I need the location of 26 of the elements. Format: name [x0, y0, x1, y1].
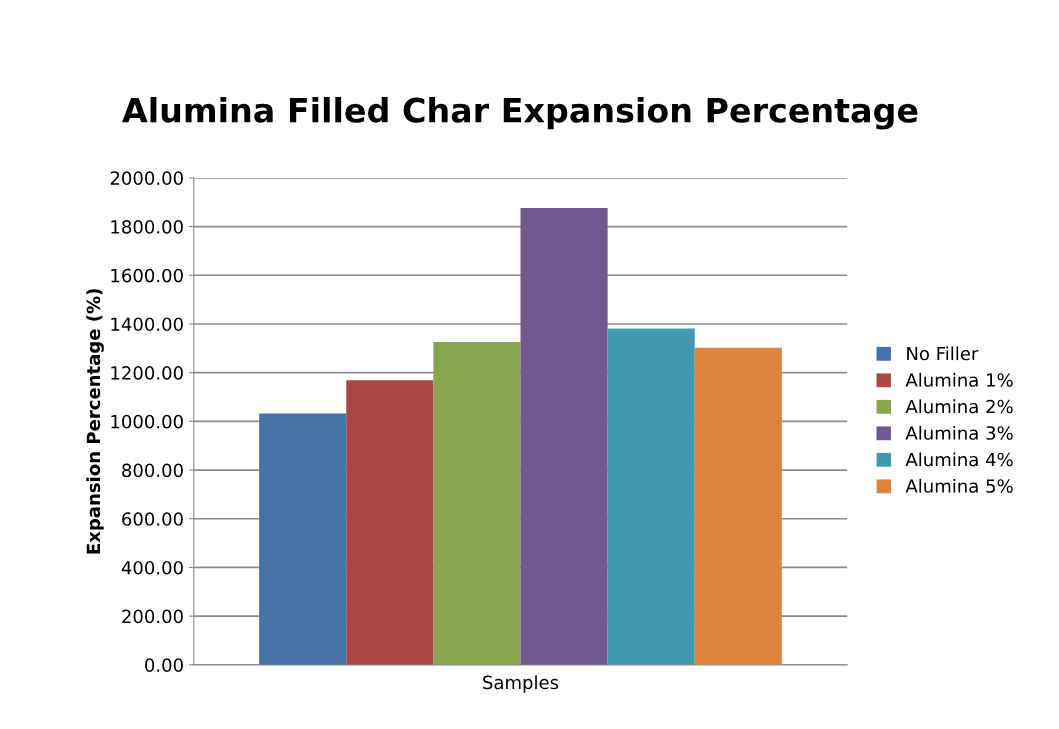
bar [259, 413, 347, 665]
legend-label: Alumina 1% [905, 372, 1013, 387]
y-tick-label: 0.00 [145, 658, 183, 672]
bar [694, 347, 782, 665]
y-tick-label: 600.00 [122, 512, 183, 526]
y-tick-label: 1200.00 [111, 366, 183, 380]
y-tick-label: 200.00 [122, 609, 183, 624]
legend-label: Alumina 2% [905, 399, 1013, 414]
legend-label: Alumina 5% [905, 478, 1013, 493]
y-tick-label: 2000.00 [110, 171, 183, 185]
y-tick-label: 1600.00 [111, 268, 183, 283]
y-axis-title: Expansion Percentage (%) [86, 289, 104, 554]
bar [520, 208, 608, 665]
legend-label: Alumina 4% [905, 452, 1013, 467]
y-tick-label: 400.00 [121, 560, 183, 575]
y-tick-label: 1400.00 [111, 317, 183, 332]
bar [346, 380, 434, 665]
y-tick-label: 800.00 [122, 463, 183, 478]
y-tick-label: 1800.00 [111, 220, 183, 234]
x-axis-title: Samples [483, 675, 559, 693]
bar [433, 341, 521, 665]
legend-label: Alumina 3% [905, 425, 1013, 440]
y-tick-label: 1000.00 [111, 414, 183, 429]
chart-title: Alumina Filled Char Expansion Percentage [122, 96, 918, 130]
legend-label: No Filler [907, 346, 979, 361]
bar [607, 328, 695, 665]
